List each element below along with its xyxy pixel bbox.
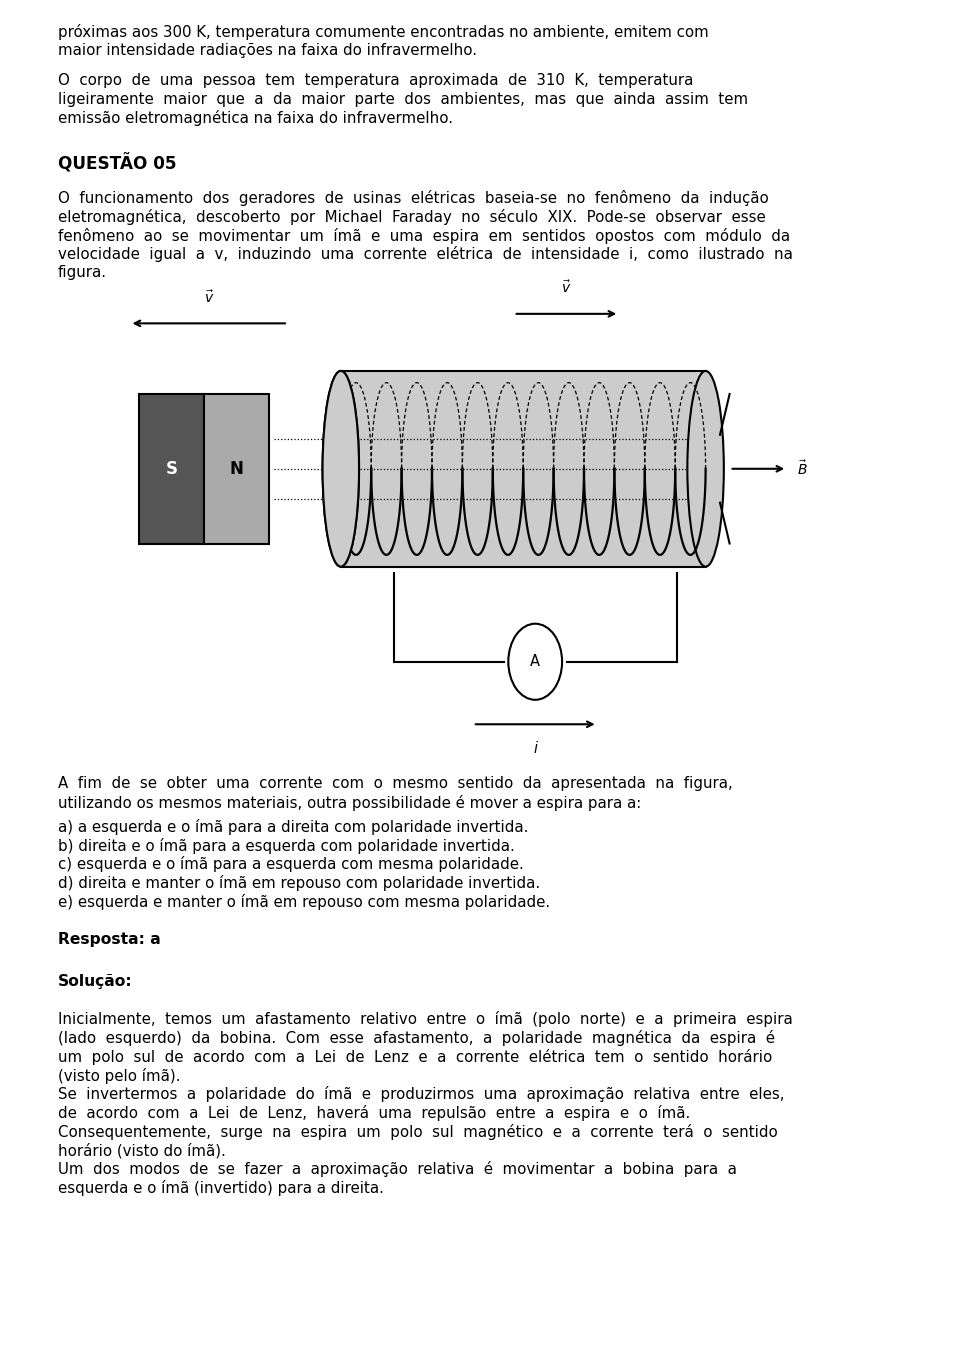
Text: O  funcionamento  dos  geradores  de  usinas  elétricas  baseia-se  no  fenômeno: O funcionamento dos geradores de usinas … xyxy=(58,190,768,207)
Text: utilizando os mesmos materiais, outra possibilidade é mover a espira para a:: utilizando os mesmos materiais, outra po… xyxy=(58,795,641,811)
Text: Consequentemente,  surge  na  espira  um  polo  sul  magnético  e  a  corrente  : Consequentemente, surge na espira um pol… xyxy=(58,1124,778,1140)
Text: b) direita e o ímã para a esquerda com polaridade invertida.: b) direita e o ímã para a esquerda com p… xyxy=(58,837,515,853)
Text: A: A xyxy=(530,654,540,669)
Bar xyxy=(341,371,706,567)
Text: esquerda e o ímã (invertido) para a direita.: esquerda e o ímã (invertido) para a dire… xyxy=(58,1180,383,1196)
Text: a) a esquerda e o ímã para a direita com polaridade invertida.: a) a esquerda e o ímã para a direita com… xyxy=(58,819,528,834)
Text: figura.: figura. xyxy=(58,265,107,280)
Text: Inicialmente,  temos  um  afastamento  relativo  entre  o  ímã  (polo  norte)  e: Inicialmente, temos um afastamento relat… xyxy=(58,1011,792,1027)
Text: horário (visto do ímã).: horário (visto do ímã). xyxy=(58,1143,226,1158)
Ellipse shape xyxy=(323,371,359,567)
Text: fenômeno  ao  se  movimentar  um  ímã  e  uma  espira  em  sentidos  opostos  co: fenômeno ao se movimentar um ímã e uma e… xyxy=(58,228,790,243)
Text: Solução:: Solução: xyxy=(58,974,132,989)
Bar xyxy=(139,394,204,544)
Text: S: S xyxy=(166,459,178,478)
Text: $\vec{v}$: $\vec{v}$ xyxy=(204,289,214,306)
Text: QUESTÃO 05: QUESTÃO 05 xyxy=(58,154,176,173)
Text: de  acordo  com  a  Lei  de  Lenz,  haverá  uma  repulsão  entre  a  espira  e  : de acordo com a Lei de Lenz, haverá uma … xyxy=(58,1105,690,1121)
Text: N: N xyxy=(229,459,243,478)
Text: Se  invertermos  a  polaridade  do  ímã  e  produzirmos  uma  aproximação  relat: Se invertermos a polaridade do ímã e pro… xyxy=(58,1086,784,1102)
Text: um  polo  sul  de  acordo  com  a  Lei  de  Lenz  e  a  corrente  elétrica  tem : um polo sul de acordo com a Lei de Lenz … xyxy=(58,1049,772,1065)
Ellipse shape xyxy=(687,371,724,567)
Text: (lado  esquerdo)  da  bobina.  Com  esse  afastamento,  a  polaridade  magnética: (lado esquerdo) da bobina. Com esse afas… xyxy=(58,1030,775,1046)
Text: maior intensidade radiações na faixa do infravermelho.: maior intensidade radiações na faixa do … xyxy=(58,43,476,58)
Text: Resposta: a: Resposta: a xyxy=(58,932,160,947)
Text: emissão eletromagnética na faixa do infravermelho.: emissão eletromagnética na faixa do infr… xyxy=(58,110,452,126)
Text: d) direita e manter o ímã em repouso com polaridade invertida.: d) direita e manter o ímã em repouso com… xyxy=(58,875,540,892)
Text: $\vec{v}$: $\vec{v}$ xyxy=(562,280,571,296)
Text: próximas aos 300 K, temperatura comumente encontradas no ambiente, emitem com: próximas aos 300 K, temperatura comument… xyxy=(58,24,708,41)
Text: velocidade  igual  a  v,  induzindo  uma  corrente  elétrica  de  intensidade  i: velocidade igual a v, induzindo uma corr… xyxy=(58,246,792,262)
Text: ligeiramente  maior  que  a  da  maior  parte  dos  ambientes,  mas  que  ainda : ligeiramente maior que a da maior parte … xyxy=(58,91,748,106)
Text: i: i xyxy=(533,741,538,756)
Ellipse shape xyxy=(323,371,359,567)
Text: c) esquerda e o ímã para a esquerda com mesma polaridade.: c) esquerda e o ímã para a esquerda com … xyxy=(58,856,523,872)
Text: (visto pelo ímã).: (visto pelo ímã). xyxy=(58,1068,180,1083)
Text: eletromagnética,  descoberto  por  Michael  Faraday  no  século  XIX.  Pode-se  : eletromagnética, descoberto por Michael … xyxy=(58,209,765,226)
Text: Um  dos  modos  de  se  fazer  a  aproximação  relativa  é  movimentar  a  bobin: Um dos modos de se fazer a aproximação r… xyxy=(58,1162,736,1177)
Text: A  fim  de  se  obter  uma  corrente  com  o  mesmo  sentido  da  apresentada  n: A fim de se obter uma corrente com o mes… xyxy=(58,776,732,791)
Bar xyxy=(204,394,269,544)
Text: O  corpo  de  uma  pessoa  tem  temperatura  aproximada  de  310  K,  temperatur: O corpo de uma pessoa tem temperatura ap… xyxy=(58,73,693,88)
Text: e) esquerda e manter o ímã em repouso com mesma polaridade.: e) esquerda e manter o ímã em repouso co… xyxy=(58,894,550,911)
Text: $\vec{B}$: $\vec{B}$ xyxy=(797,459,807,478)
Circle shape xyxy=(509,624,563,700)
